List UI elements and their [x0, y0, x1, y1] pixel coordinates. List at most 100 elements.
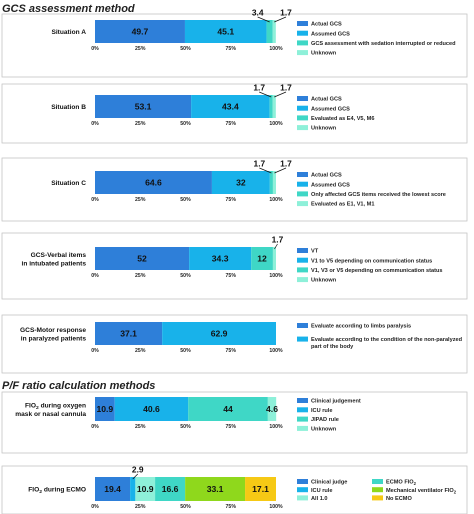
- bar-segment: [211, 171, 270, 194]
- data-label: 44: [223, 404, 233, 414]
- bar-segment: [95, 477, 131, 501]
- legend-entry: V1, V3 or V5 depending on communication …: [311, 268, 442, 274]
- data-label: 49.7: [132, 27, 149, 37]
- legend-entry: All 1.0: [311, 496, 327, 502]
- callout-line: [274, 16, 287, 23]
- bar-segment: [95, 247, 190, 270]
- callout-line: [259, 91, 272, 98]
- legend-entry: Mechanical ventilator FIO2: [386, 488, 457, 495]
- category-label: Situation B: [51, 104, 86, 111]
- bar-segment: [245, 477, 276, 501]
- legend-entry: Unknown: [311, 126, 337, 132]
- legend-entry: Assumed GCS: [311, 182, 350, 188]
- tick-label: 0%: [91, 273, 99, 279]
- legend-entry: ECMO FIO2: [386, 480, 417, 487]
- legend-swatch: [372, 495, 383, 501]
- category-label: mask or nasal cannula: [15, 411, 86, 418]
- legend-swatch: [297, 248, 308, 253]
- data-label: 2.9: [132, 465, 144, 475]
- tick-label: 0%: [91, 504, 99, 510]
- bar-segment: [155, 477, 186, 501]
- bar-segment: [95, 322, 163, 345]
- bar-segment: [95, 95, 192, 118]
- legend-swatch: [297, 181, 308, 187]
- legend-swatch: [297, 40, 308, 46]
- bar-segment: [189, 247, 252, 270]
- legend-entry: part of the body: [311, 344, 354, 350]
- legend-swatch: [297, 115, 308, 121]
- bar-segment: [162, 322, 276, 345]
- bar-segment: [130, 477, 136, 501]
- tick-label: 75%: [226, 121, 237, 127]
- data-label: 52: [137, 254, 147, 264]
- legend-entry: Unknown: [311, 51, 337, 57]
- legend-entry: GCS assessment with sedation interrupted…: [311, 41, 456, 47]
- data-label: 1.7: [254, 159, 266, 169]
- data-label: 64.6: [145, 178, 162, 188]
- legend-entry: Assumed GCS: [311, 31, 350, 37]
- legend-swatch: [297, 479, 308, 484]
- tick-label: 100%: [269, 424, 283, 430]
- bar-segment: [114, 397, 189, 421]
- tick-label: 25%: [135, 46, 146, 52]
- chart-panel-7: FIO2 during ECMO 19.4 2.9 10.9 16.6 33.1 17.1 0…: [1, 465, 468, 514]
- legend-entry: Clinical judgement: [311, 399, 361, 405]
- legend-entry: Actual GCS: [311, 173, 342, 179]
- legend-entry: JIPAD rule: [311, 417, 339, 423]
- data-label: 10.9: [96, 404, 113, 414]
- chart-panels: Situation A 49.7 45.1 3.4 1.7 0% 25% 50% 75% 100%…: [1, 8, 468, 514]
- data-label: 19.4: [104, 484, 121, 494]
- legend-swatch: [297, 96, 308, 101]
- bar-segment: [95, 397, 115, 421]
- tick-label: 100%: [269, 273, 283, 279]
- data-label: 1.7: [272, 235, 284, 245]
- bar-segment: [267, 397, 277, 421]
- bar-segment: [272, 171, 276, 194]
- tick-label: 100%: [269, 348, 283, 354]
- legend-swatch: [297, 21, 308, 26]
- callout-line: [259, 167, 272, 174]
- tick-label: 50%: [180, 197, 191, 203]
- callout-line: [274, 167, 287, 174]
- data-label: 32: [236, 178, 246, 188]
- legend-swatch: [297, 407, 308, 413]
- legend-entry: No ECMO: [386, 496, 412, 502]
- tick-label: 50%: [180, 348, 191, 354]
- legend-swatch: [372, 479, 383, 484]
- tick-label: 50%: [180, 121, 191, 127]
- gcs-section-heading: GCS assessment method: [2, 3, 135, 15]
- legend-swatch: [297, 267, 308, 273]
- tick-label: 0%: [91, 197, 99, 203]
- legend-entry: ICU rule: [311, 488, 332, 494]
- callout-line: [257, 16, 270, 23]
- tick-label: 0%: [91, 424, 99, 430]
- data-label: 17.1: [252, 484, 269, 494]
- data-label: 37.1: [120, 329, 137, 339]
- legend-entry: Evaluated as E1, V1, M1: [311, 202, 374, 208]
- chart-panel-2: Situation B 53.1 43.4 1.7 1.7 0% 25% 50% 75% 100%…: [1, 83, 468, 144]
- bar-segment: [269, 171, 273, 194]
- tick-label: 25%: [135, 273, 146, 279]
- bar-segment: [272, 20, 276, 43]
- callout-line: [132, 473, 138, 480]
- legend-swatch: [297, 105, 308, 111]
- legend-entry: Assumed GCS: [311, 106, 350, 112]
- legend-swatch: [297, 30, 308, 36]
- category-label: FIO2 during ECMO: [28, 486, 86, 495]
- tick-label: 25%: [135, 504, 146, 510]
- data-label: 34.3: [212, 254, 229, 264]
- data-label: 3.4: [252, 8, 264, 18]
- tick-label: 0%: [91, 121, 99, 127]
- legend-swatch: [297, 125, 308, 131]
- legend-entry: Actual GCS: [311, 22, 342, 28]
- category-label: Situation C: [51, 180, 86, 187]
- tick-label: 75%: [226, 273, 237, 279]
- data-label: 62.9: [211, 329, 228, 339]
- data-label: 1.7: [280, 8, 292, 18]
- tick-label: 25%: [135, 121, 146, 127]
- legend-swatch: [297, 201, 308, 207]
- data-label: 16.6: [162, 484, 179, 494]
- legend-swatch: [372, 487, 383, 493]
- bar-segment: [251, 247, 273, 270]
- legend-entry: Clinical judge: [311, 480, 347, 486]
